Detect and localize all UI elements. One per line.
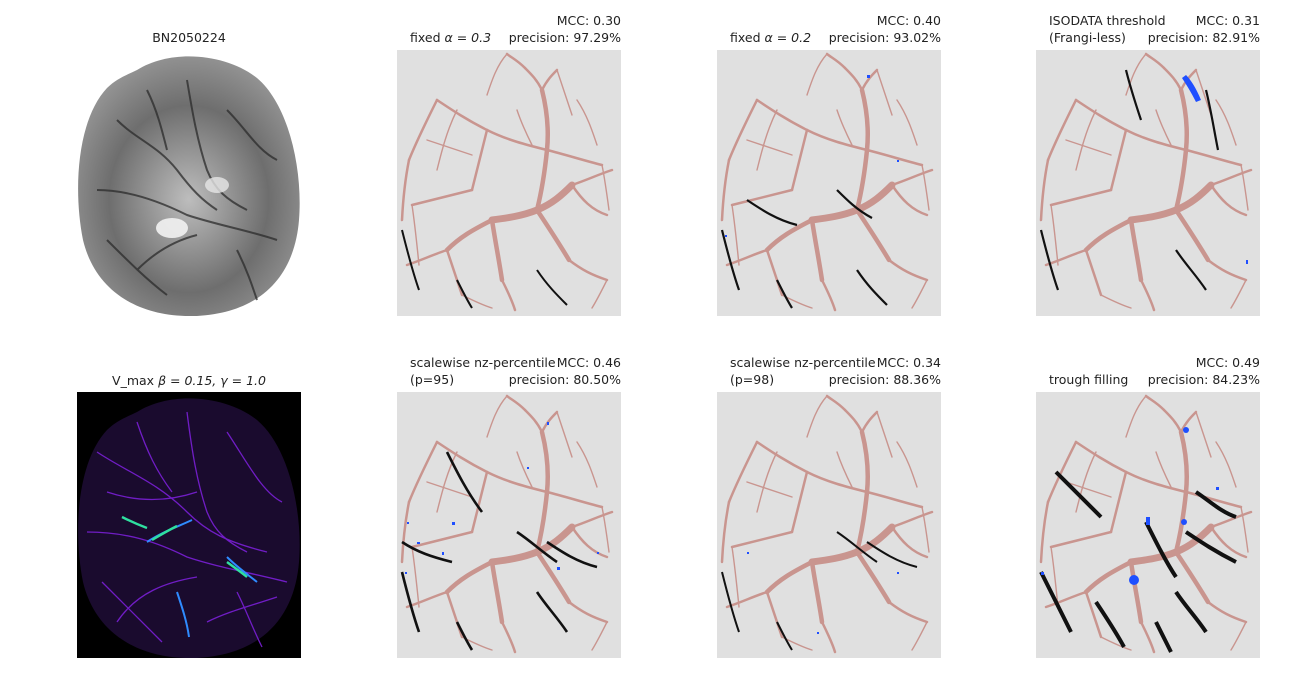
method-label: ISODATA threshold	[1049, 13, 1166, 28]
vmax-label: V_max	[112, 373, 155, 388]
method-param: α = 0.3	[444, 30, 492, 45]
segmentation-panel-fixed-alpha-0.2	[717, 50, 941, 316]
method-name: fixed	[410, 30, 441, 45]
vmax-heatmap	[77, 392, 301, 658]
method-label: scalewise nz-percentile	[730, 355, 876, 370]
method-label: scalewise nz-percentile	[410, 355, 556, 370]
segmentation-panel-isodata	[1036, 50, 1260, 316]
segmentation-panel-trough-filling	[1036, 392, 1260, 658]
mcc-label: MCC: 0.31	[1195, 13, 1260, 28]
raw-fundus-image	[77, 50, 301, 316]
precision-label: precision: 80.50%	[508, 372, 621, 387]
method-name: fixed	[730, 30, 761, 45]
vmax-param: β = 0.15, γ = 1.0	[158, 373, 266, 388]
mcc-label: MCC: 0.40	[876, 13, 941, 28]
precision-label: precision: 93.02%	[828, 30, 941, 45]
mcc-label: MCC: 0.49	[1195, 355, 1260, 370]
segmentation-panel-fixed-alpha-0.3	[397, 50, 621, 316]
precision-label: precision: 97.29%	[508, 30, 621, 45]
panel-title-raw-image: BN2050224	[152, 30, 226, 45]
precision-label: precision: 84.23%	[1147, 372, 1260, 387]
method-label: fixed α = 0.2	[730, 30, 811, 45]
segmentation-panel-percentile-98	[717, 392, 941, 658]
method-label: fixed α = 0.3	[410, 30, 491, 45]
mcc-label: MCC: 0.34	[876, 355, 941, 370]
method-param: α = 0.2	[764, 30, 812, 45]
method-label: trough filling	[1049, 372, 1129, 387]
method-sublabel: (p=95)	[410, 372, 455, 387]
precision-label: precision: 82.91%	[1147, 30, 1260, 45]
mcc-label: MCC: 0.46	[556, 355, 621, 370]
method-sublabel: (Frangi-less)	[1049, 30, 1126, 45]
precision-label: precision: 88.36%	[828, 372, 941, 387]
method-sublabel: (p=98)	[730, 372, 775, 387]
mcc-label: MCC: 0.30	[556, 13, 621, 28]
panel-title-vmax: V_max β = 0.15, γ = 1.0	[77, 373, 301, 388]
segmentation-panel-percentile-95	[397, 392, 621, 658]
